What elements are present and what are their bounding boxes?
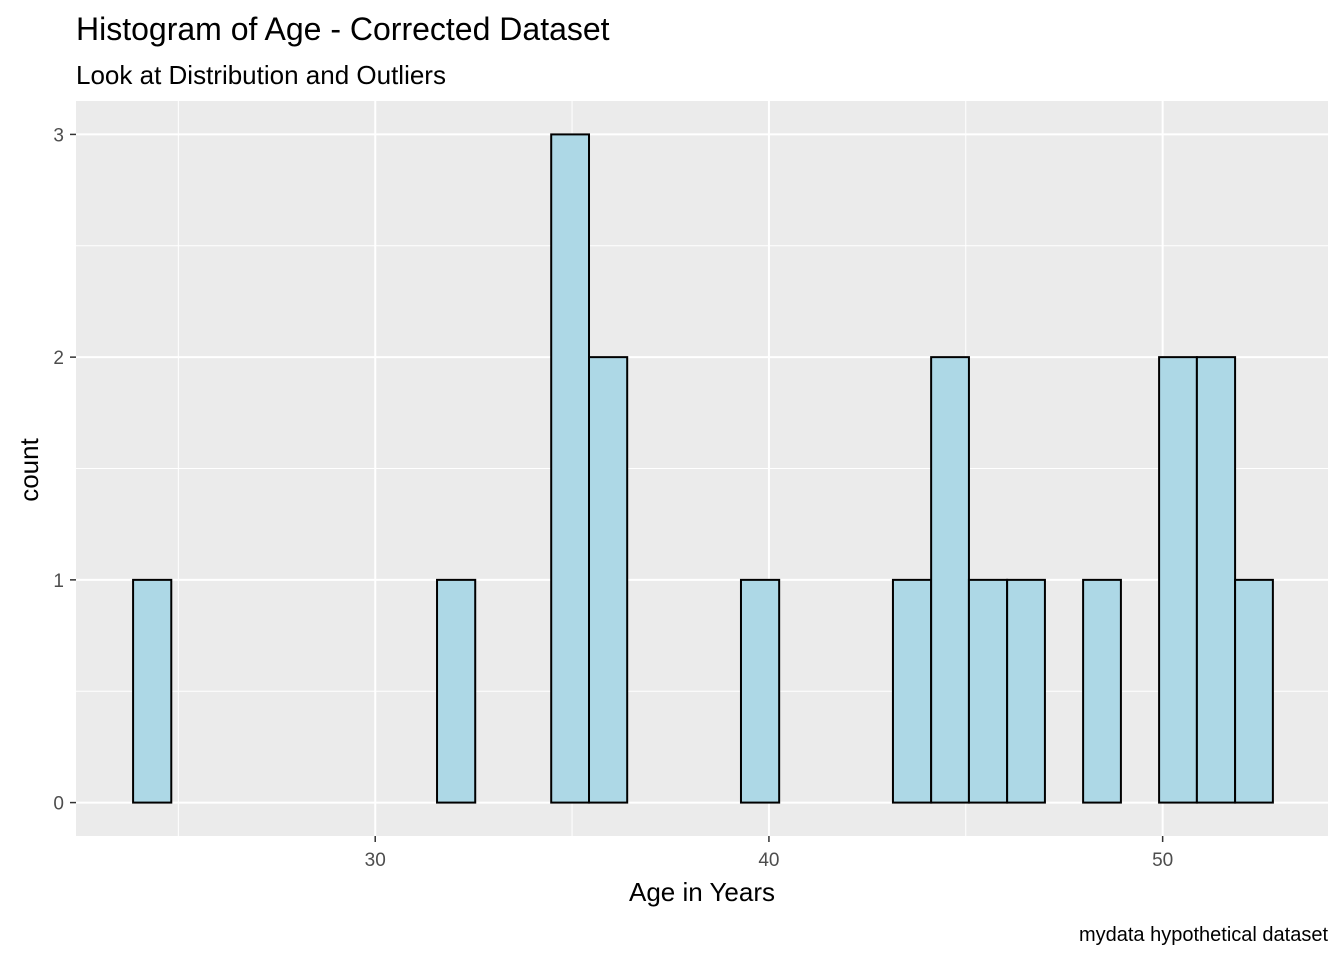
histogram-bar	[1234, 578, 1274, 804]
x-tick-label: 50	[1152, 850, 1173, 871]
histogram-bar	[891, 578, 933, 804]
chart-title: Histogram of Age - Corrected Dataset	[76, 11, 610, 47]
histogram-bar	[1006, 578, 1046, 804]
histogram-bars	[132, 133, 1274, 804]
histogram-bar	[436, 578, 477, 804]
histogram-bar	[588, 356, 629, 804]
y-tick-label: 3	[53, 125, 64, 146]
y-tick-label: 0	[53, 794, 64, 815]
histogram-bar	[1082, 578, 1122, 804]
chart-subtitle: Look at Distribution and Outliers	[76, 60, 446, 90]
histogram-bar	[132, 578, 173, 804]
x-axis-title: Age in Years	[629, 877, 775, 907]
y-tick-label: 1	[53, 571, 64, 592]
x-tick-label: 40	[758, 850, 779, 871]
histogram-bar	[550, 133, 591, 804]
histogram-bar	[739, 578, 781, 804]
histogram-bar	[1158, 356, 1198, 804]
histogram-bar	[967, 578, 1009, 804]
axis-ticks: 30 40 50 0 1 2 3	[53, 125, 1173, 871]
chart-caption: mydata hypothetical dataset	[1079, 924, 1328, 946]
x-tick-label: 30	[365, 850, 386, 871]
y-axis-title: count	[14, 437, 44, 501]
histogram-bar	[1195, 356, 1237, 804]
histogram-bar	[930, 356, 970, 804]
y-tick-label: 2	[53, 348, 64, 369]
